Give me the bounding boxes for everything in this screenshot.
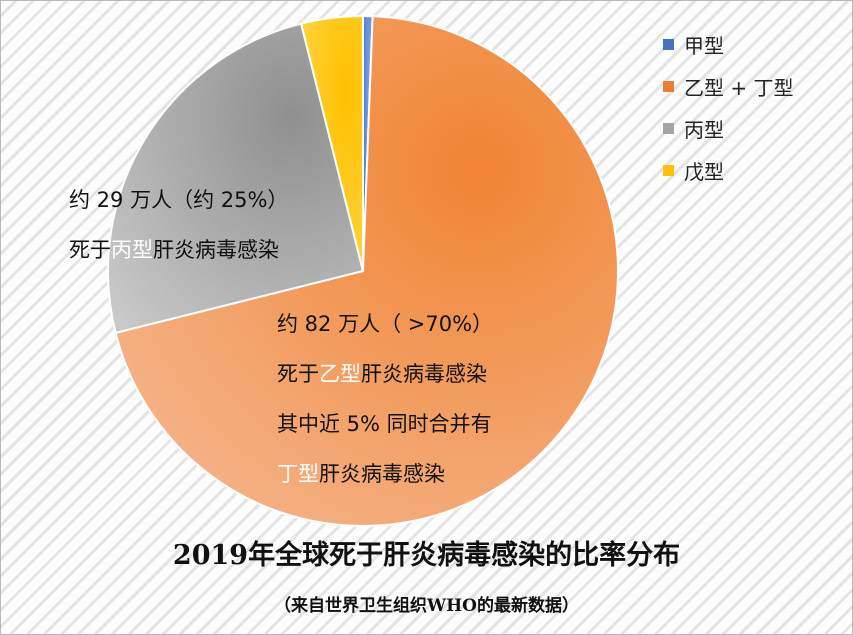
annotation-highlight: 丙型 xyxy=(111,238,153,262)
annotation-hepatitis-c: 约 29 万人（约 25%） 死于丙型肝炎病毒感染 xyxy=(69,175,288,275)
annotation-text: 死于 xyxy=(69,238,111,262)
pie-slice xyxy=(107,22,365,335)
chart-legend: 甲型 乙型 + 丁型 丙型 戊型 xyxy=(663,23,793,191)
annotation-line: 死于乙型肝炎病毒感染 xyxy=(277,349,493,399)
annotation-line: 约 82 万人（ >70%） xyxy=(277,312,494,336)
annotation-hepatitis-b: 约 82 万人（ >70%） 死于乙型肝炎病毒感染 其中近 5% 同时合并有 丁… xyxy=(277,299,493,499)
annotation-line: 约 29 万人（约 25%） xyxy=(69,188,289,212)
legend-item: 丙型 xyxy=(663,107,793,149)
annotation-text: 死于 xyxy=(277,362,319,386)
annotation-text: 肝炎病毒感染 xyxy=(361,362,487,386)
annotation-text: 肝炎病毒感染 xyxy=(153,238,279,262)
annotation-highlight: 乙型 xyxy=(319,362,361,386)
legend-swatch xyxy=(663,38,674,50)
annotation-highlight: 丁型 xyxy=(277,462,319,486)
legend-swatch xyxy=(663,122,674,134)
annotation-line: 丁型肝炎病毒感染 xyxy=(277,449,493,499)
annotation-text: 肝炎病毒感染 xyxy=(319,462,445,486)
legend-label: 丙型 xyxy=(684,117,724,142)
legend-swatch xyxy=(663,164,674,176)
annotation-line: 其中近 5% 同时合并有 xyxy=(277,412,492,436)
legend-label: 戊型 xyxy=(684,159,724,184)
legend-label: 甲型 xyxy=(684,33,724,58)
legend-label: 乙型 + 丁型 xyxy=(684,75,794,100)
chart-title: 2019年全球死于肝炎病毒感染的比率分布 xyxy=(172,540,681,571)
chart-subtitle: （来自世界卫生组织WHO的最新数据） xyxy=(274,596,579,616)
pie-slice xyxy=(114,15,619,527)
legend-item: 甲型 xyxy=(663,23,793,65)
legend-item: 戊型 xyxy=(663,149,793,191)
annotation-line: 死于丙型肝炎病毒感染 xyxy=(69,225,288,275)
legend-item: 乙型 + 丁型 xyxy=(663,65,793,107)
legend-swatch xyxy=(663,80,674,92)
pie-slice xyxy=(299,14,364,272)
